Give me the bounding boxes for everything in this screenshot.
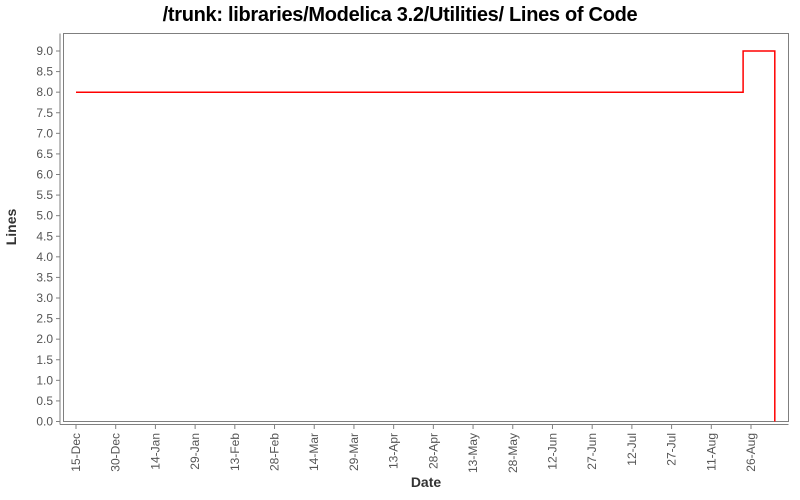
- x-tick-label: 13-Feb: [228, 433, 242, 471]
- x-tick-label: 12-Jul: [625, 433, 639, 466]
- x-axis-title: Date: [411, 474, 442, 490]
- y-tick-label: 1.0: [36, 373, 53, 387]
- x-tick-label: 29-Mar: [347, 433, 361, 471]
- y-tick-label: 7.5: [36, 106, 53, 120]
- plot-border: [63, 33, 789, 422]
- y-tick-label: 2.5: [36, 312, 53, 326]
- x-tick-label: 27-Jul: [665, 433, 679, 466]
- y-axis-title: Lines: [3, 209, 19, 246]
- y-tick-label: 8.5: [36, 65, 53, 79]
- x-tick-label: 13-May: [466, 433, 480, 473]
- y-tick-label: 9.0: [36, 44, 53, 58]
- x-tick-label: 29-Jan: [188, 433, 202, 470]
- x-tick-label: 28-May: [506, 433, 520, 473]
- y-tick-label: 5.0: [36, 209, 53, 223]
- y-tick-label: 7.0: [36, 126, 53, 140]
- x-tick-label: 28-Feb: [268, 433, 282, 471]
- x-tick-label: 27-Jun: [585, 433, 599, 470]
- x-tick-label: 13-Apr: [387, 433, 401, 469]
- x-tick-label: 12-Jun: [545, 433, 559, 470]
- y-tick-label: 3.0: [36, 291, 53, 305]
- x-tick-label: 26-Aug: [744, 433, 758, 472]
- y-tick-label: 3.5: [36, 270, 53, 284]
- x-tick-label: 11-Aug: [704, 433, 718, 471]
- chart-title: /trunk: libraries/Modelica 3.2/Utilities…: [162, 4, 638, 26]
- y-tick-label: 6.5: [36, 147, 53, 161]
- y-tick-label: 8.0: [36, 85, 53, 99]
- y-tick-label: 4.5: [36, 229, 53, 243]
- x-tick-label: 30-Dec: [109, 433, 123, 472]
- x-tick-label: 14-Mar: [307, 433, 321, 471]
- x-tick-label: 14-Jan: [148, 433, 162, 470]
- chart-dynamic-layer: 0.0 0.5 1.0 1.5 2.0 2.5 3.0 3.5 4.0 4.5 5.0 5.5 6.0 6…: [36, 33, 789, 473]
- y-tick-label: 2.0: [36, 332, 53, 346]
- y-tick-label: 0.0: [36, 415, 53, 429]
- y-tick-label: 6.0: [36, 168, 53, 182]
- series-line-lines-of-code: [76, 50, 776, 422]
- x-tick-label: 15-Dec: [69, 433, 83, 472]
- x-tick-label: 28-Apr: [426, 433, 440, 469]
- y-tick-label: 5.5: [36, 188, 53, 202]
- y-tick-label: 0.5: [36, 394, 53, 408]
- y-tick-label: 1.5: [36, 353, 53, 367]
- y-tick-label: 4.0: [36, 250, 53, 264]
